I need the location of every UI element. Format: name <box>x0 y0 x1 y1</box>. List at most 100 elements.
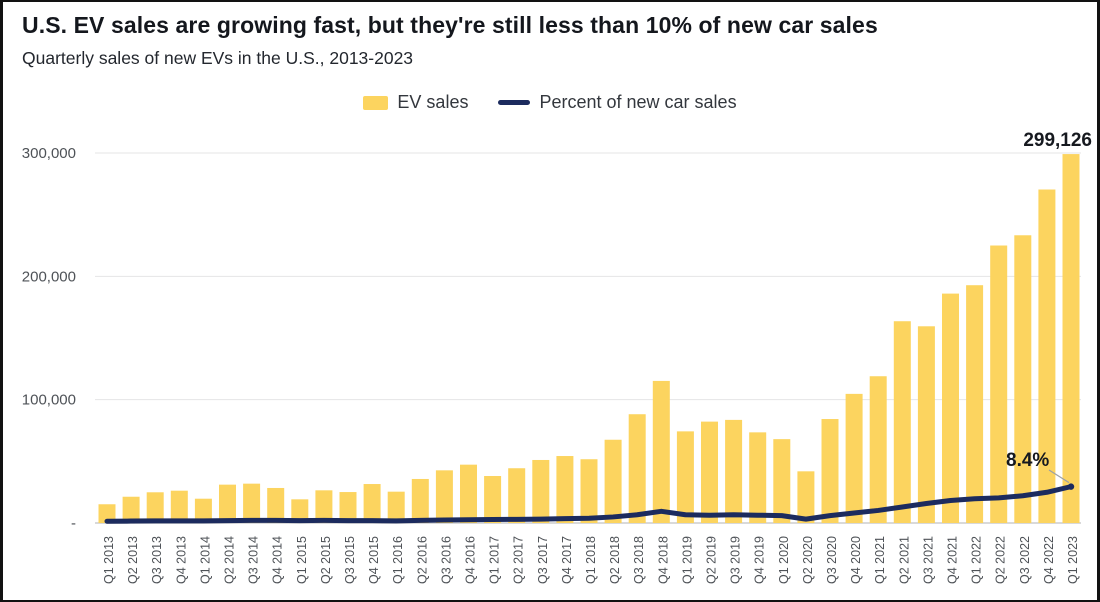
bar-q2-2013[interactable] <box>122 496 140 523</box>
bar-q1-2013[interactable] <box>98 504 116 523</box>
chart-subtitle: Quarterly sales of new EVs in the U.S., … <box>22 48 414 68</box>
bar-q1-2023[interactable] <box>1062 154 1080 523</box>
x-tick-label: Q4 2014 <box>271 536 285 584</box>
bar-q3-2018[interactable] <box>628 414 646 523</box>
x-tick-label: Q1 2023 <box>1066 536 1080 584</box>
x-tick-label: Q1 2019 <box>680 536 694 584</box>
x-tick-label: Q2 2020 <box>801 536 815 584</box>
bar-q2-2015[interactable] <box>315 490 333 523</box>
x-tick-label: Q1 2022 <box>970 536 984 584</box>
x-tick-label: Q2 2015 <box>319 536 333 584</box>
legend: EV sales Percent of new car sales <box>3 92 1097 113</box>
bar-q2-2020[interactable] <box>797 471 815 523</box>
bar-q2-2014[interactable] <box>219 484 236 523</box>
x-tick-label: Q3 2021 <box>921 536 935 584</box>
y-tick-label: 300,000 <box>22 145 76 162</box>
bar-q2-2022[interactable] <box>990 245 1008 524</box>
bar-q4-2014[interactable] <box>267 487 285 523</box>
x-tick-label: Q4 2022 <box>1042 536 1056 584</box>
x-tick-label: Q3 2015 <box>343 536 357 584</box>
y-tick-label: 100,000 <box>22 392 76 409</box>
bar-q1-2014[interactable] <box>194 498 212 523</box>
bar-q1-2021[interactable] <box>869 376 887 523</box>
bar-q3-2015[interactable] <box>339 492 357 523</box>
x-tick-label: Q4 2019 <box>753 536 767 584</box>
bar-q3-2017[interactable] <box>532 459 550 523</box>
x-tick-label: Q3 2016 <box>439 536 453 584</box>
bar-q4-2019[interactable] <box>749 432 767 523</box>
x-tick-label: Q3 2014 <box>247 536 261 584</box>
bar-q3-2021[interactable] <box>917 326 935 523</box>
bar-q3-2016[interactable] <box>435 470 453 523</box>
percent-line[interactable] <box>104 484 1074 524</box>
bar-q3-2019[interactable] <box>725 419 743 523</box>
bar-q4-2017[interactable] <box>556 456 574 523</box>
chart-title: U.S. EV sales are growing fast, but they… <box>22 12 878 38</box>
bar-q2-2018[interactable] <box>604 439 622 523</box>
x-tick-label: Q2 2019 <box>705 536 719 584</box>
x-tick-label: Q1 2016 <box>391 536 405 584</box>
x-tick-label: Q3 2013 <box>150 536 164 584</box>
bar-q1-2017[interactable] <box>484 476 502 523</box>
bar-q1-2022[interactable] <box>966 285 984 523</box>
bar-q3-2014[interactable] <box>243 483 261 523</box>
x-tick-label: Q2 2022 <box>994 536 1008 584</box>
x-tick-label: Q1 2015 <box>295 536 309 584</box>
bar-q4-2016[interactable] <box>460 464 477 523</box>
x-tick-label: Q3 2022 <box>1018 536 1032 584</box>
x-tick-label: Q2 2021 <box>897 536 911 584</box>
bar-q1-2020[interactable] <box>773 439 791 523</box>
percent-line-swatch-icon <box>498 100 531 105</box>
x-tick-label: Q4 2021 <box>946 536 960 584</box>
x-tick-label: Q4 2015 <box>367 536 381 584</box>
bar-q3-2022[interactable] <box>1014 235 1032 523</box>
x-tick-label: Q3 2020 <box>825 536 839 584</box>
y-tick-label: 200,000 <box>22 268 76 285</box>
bar-q2-2021[interactable] <box>893 321 911 523</box>
chart-plot: 300,000 200,000 100,000 - Q1 2013 Q2 2013 Q3 2… <box>22 130 1092 584</box>
x-tick-label: Q4 2018 <box>656 536 670 584</box>
bar-q4-2015[interactable] <box>363 484 381 523</box>
x-tick-label: Q3 2017 <box>536 536 550 584</box>
bar-q2-2019[interactable] <box>701 421 718 523</box>
bar-q4-2021[interactable] <box>942 293 959 523</box>
bar-q4-2018[interactable] <box>652 380 670 523</box>
x-tick-label: Q1 2013 <box>102 536 116 584</box>
x-tick-label: Q1 2020 <box>777 536 791 584</box>
bar-q1-2016[interactable] <box>387 491 405 523</box>
legend-label-ev-sales: EV sales <box>397 92 469 112</box>
percent-end-label: 8.4% <box>1006 450 1049 471</box>
annotation-connector-line <box>1048 469 1070 484</box>
x-tick-label: Q1 2018 <box>584 536 598 584</box>
x-tick-label: Q1 2014 <box>198 536 212 584</box>
legend-item-ev-sales[interactable]: EV sales <box>363 92 468 113</box>
x-tick-label: Q3 2018 <box>632 536 646 584</box>
line-end-dot <box>1067 483 1075 490</box>
bar-q1-2015[interactable] <box>291 499 309 523</box>
bar-q1-2019[interactable] <box>676 431 694 523</box>
ev-sales-swatch-icon <box>363 95 389 110</box>
bar-q4-2020[interactable] <box>845 393 863 523</box>
x-tick-label: Q4 2013 <box>174 536 188 584</box>
bar-q3-2013[interactable] <box>146 492 164 523</box>
x-tick-label: Q4 2020 <box>849 536 863 584</box>
bar-q4-2022[interactable] <box>1038 189 1056 524</box>
x-tick-label: Q3 2019 <box>729 536 743 584</box>
bar-q2-2016[interactable] <box>411 478 429 523</box>
x-tick-label: Q2 2017 <box>512 536 526 584</box>
x-tick-label: Q2 2016 <box>415 536 429 584</box>
bar-q1-2018[interactable] <box>580 459 598 523</box>
x-tick-label: Q4 2016 <box>464 536 478 584</box>
x-tick-label: Q1 2017 <box>488 536 502 584</box>
x-tick-label: Q2 2018 <box>608 536 622 584</box>
bar-q3-2020[interactable] <box>821 419 839 523</box>
bar-q4-2013[interactable] <box>170 490 188 523</box>
y-tick-label: - <box>71 515 76 532</box>
legend-item-percent[interactable]: Percent of new car sales <box>498 92 737 113</box>
bar-q2-2017[interactable] <box>508 468 526 523</box>
x-tick-label: Q1 2021 <box>873 536 887 584</box>
legend-label-percent: Percent of new car sales <box>539 92 737 112</box>
x-tick-label: Q4 2017 <box>560 536 574 584</box>
peak-value-label: 299,126 <box>1023 130 1092 151</box>
